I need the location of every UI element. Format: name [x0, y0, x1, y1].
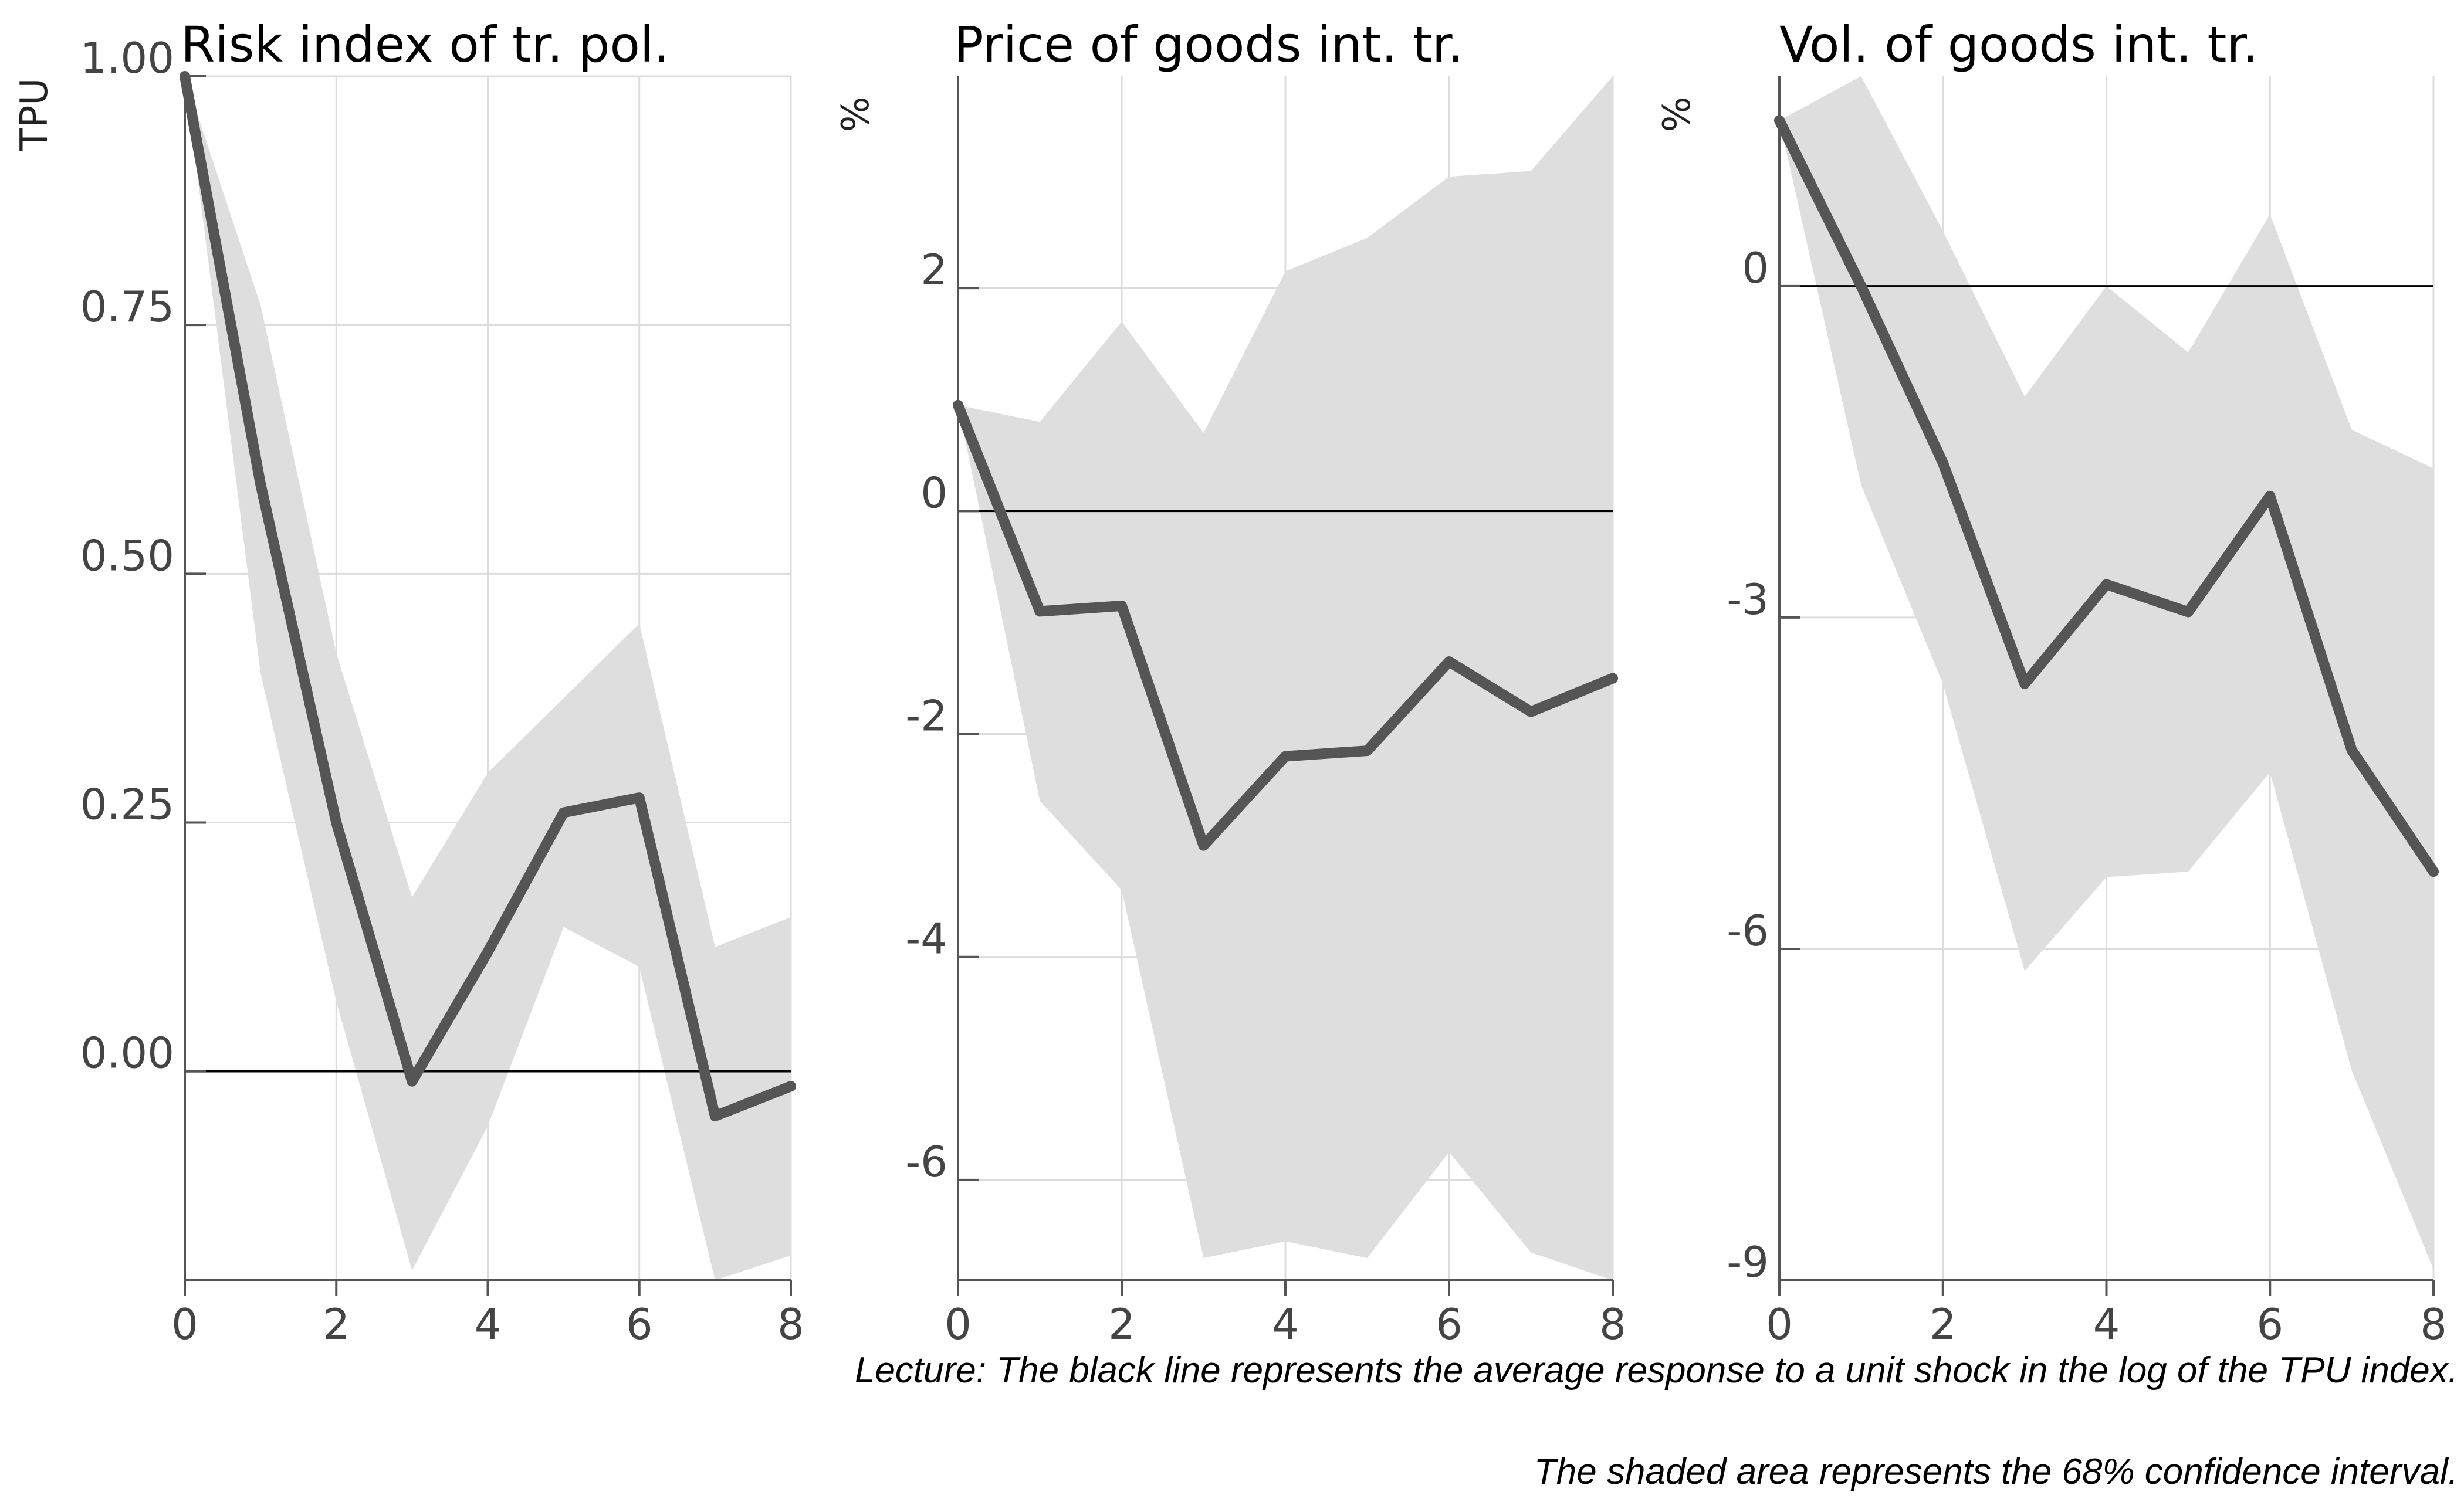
- x-tick-label: 0: [1766, 1300, 1793, 1349]
- plot-area: 0 2 4 6 8 -9 -6 -3 0: [1727, 76, 2447, 1349]
- x-tick-label: 4: [2093, 1300, 2120, 1349]
- y-tick-label: 0.50: [80, 531, 174, 580]
- confidence-band: [185, 76, 791, 1280]
- plot-area: 0 2 4 6 8 0.00 0.25 0.50 0.75 1.00: [80, 33, 804, 1349]
- mean-response-line: [1774, 115, 2439, 877]
- confidence-band: [1779, 76, 2433, 1270]
- x-tick-label: 8: [2420, 1300, 2447, 1349]
- x-tick-label: 2: [1930, 1300, 1957, 1349]
- y-tick-label: -2: [905, 691, 947, 741]
- footnote-line-1: Lecture: The black line represents the a…: [855, 1350, 2458, 1391]
- panel-title: Price of goods int. tr.: [954, 16, 1464, 73]
- plot-area: 0 2 4 6 8 -6 -4 -2 0 2: [905, 76, 1626, 1349]
- y-tick-label: 0.25: [80, 780, 174, 829]
- x-tick-label: 8: [777, 1300, 804, 1349]
- y-tick-label: 2: [920, 245, 947, 294]
- panel-volume-goods: 0 2 4 6 8 -9 -6 -3 0 Vol. of goods int. tr.%: [1656, 16, 2447, 1349]
- x-tick-label: 0: [945, 1300, 972, 1349]
- panel-risk-index: 0 2 4 6 8 0.00 0.25 0.50 0.75 1.00 Risk index of …: [13, 16, 804, 1349]
- y-axis-label: %: [834, 97, 878, 133]
- mean-response-line: [953, 399, 1618, 851]
- x-tick-label: 4: [475, 1300, 502, 1349]
- y-tick-label: -6: [1727, 906, 1769, 955]
- y-tick-label: -3: [1727, 575, 1769, 624]
- x-tick-label: 8: [1599, 1300, 1626, 1349]
- panel-title: Risk index of tr. pol.: [181, 16, 669, 73]
- y-tick-label: 1.00: [80, 33, 174, 83]
- y-tick-label: -4: [905, 914, 947, 964]
- panel-price-goods: 0 2 4 6 8 -6 -4 -2 0 2 Price of goods int. tr.%: [834, 16, 1626, 1349]
- x-tick-label: 6: [2256, 1300, 2283, 1349]
- y-tick-label: 0.75: [80, 282, 174, 331]
- footnote-line-2: The shaded area represents the 68% confi…: [1534, 1452, 2458, 1492]
- x-tick-label: 0: [171, 1300, 198, 1349]
- y-axis-label: TPU: [13, 78, 56, 152]
- x-tick-label: 6: [626, 1300, 653, 1349]
- y-axis-label: %: [1656, 97, 1699, 133]
- y-tick-label: -6: [905, 1137, 947, 1186]
- y-tick-label: 0: [920, 468, 947, 517]
- confidence-band: [958, 76, 1613, 1280]
- x-tick-label: 6: [1436, 1300, 1463, 1349]
- mean-response-line: [180, 71, 796, 1122]
- x-tick-label: 2: [323, 1300, 350, 1349]
- y-tick-label: 0.00: [80, 1029, 174, 1078]
- x-tick-label: 2: [1108, 1300, 1135, 1349]
- x-tick-label: 4: [1272, 1300, 1299, 1349]
- y-tick-label: 0: [1742, 243, 1769, 293]
- y-tick-label: -9: [1727, 1237, 1769, 1287]
- panel-title: Vol. of goods int. tr.: [1779, 16, 2258, 73]
